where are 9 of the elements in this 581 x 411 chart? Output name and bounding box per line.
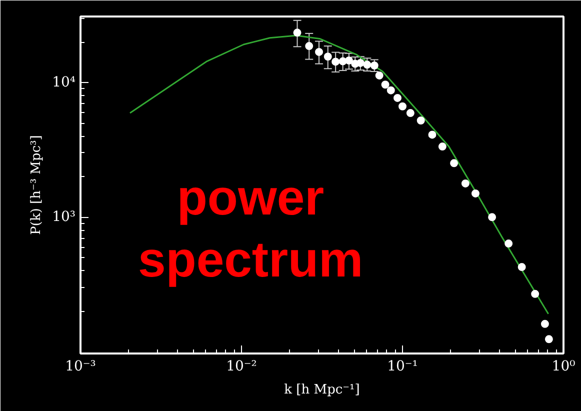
x-tick-label: 10⁻² xyxy=(226,358,257,374)
x-tick-label: 10⁻¹ xyxy=(387,358,418,374)
y-axis-title: P(k) [h⁻³ Mpc³] xyxy=(29,135,44,235)
x-tick-label: 10⁰ xyxy=(552,358,576,374)
y-tick-label: 10³ xyxy=(52,209,76,226)
x-tick-label: 10⁻³ xyxy=(65,358,96,374)
y-tick-label: 10⁴ xyxy=(52,74,76,91)
annotation: power spectrum xyxy=(138,170,364,288)
x-axis-title: k [h Mpc⁻¹] xyxy=(284,382,360,398)
